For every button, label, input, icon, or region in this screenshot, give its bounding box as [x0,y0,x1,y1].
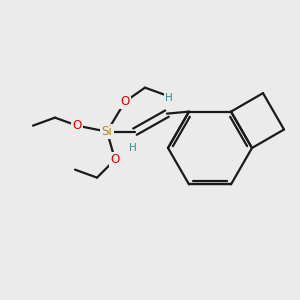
Text: O: O [72,119,82,132]
Text: O: O [110,153,120,166]
Text: O: O [120,95,130,108]
Text: H: H [165,93,173,103]
Text: H: H [129,142,137,153]
Text: Si: Si [102,125,112,138]
